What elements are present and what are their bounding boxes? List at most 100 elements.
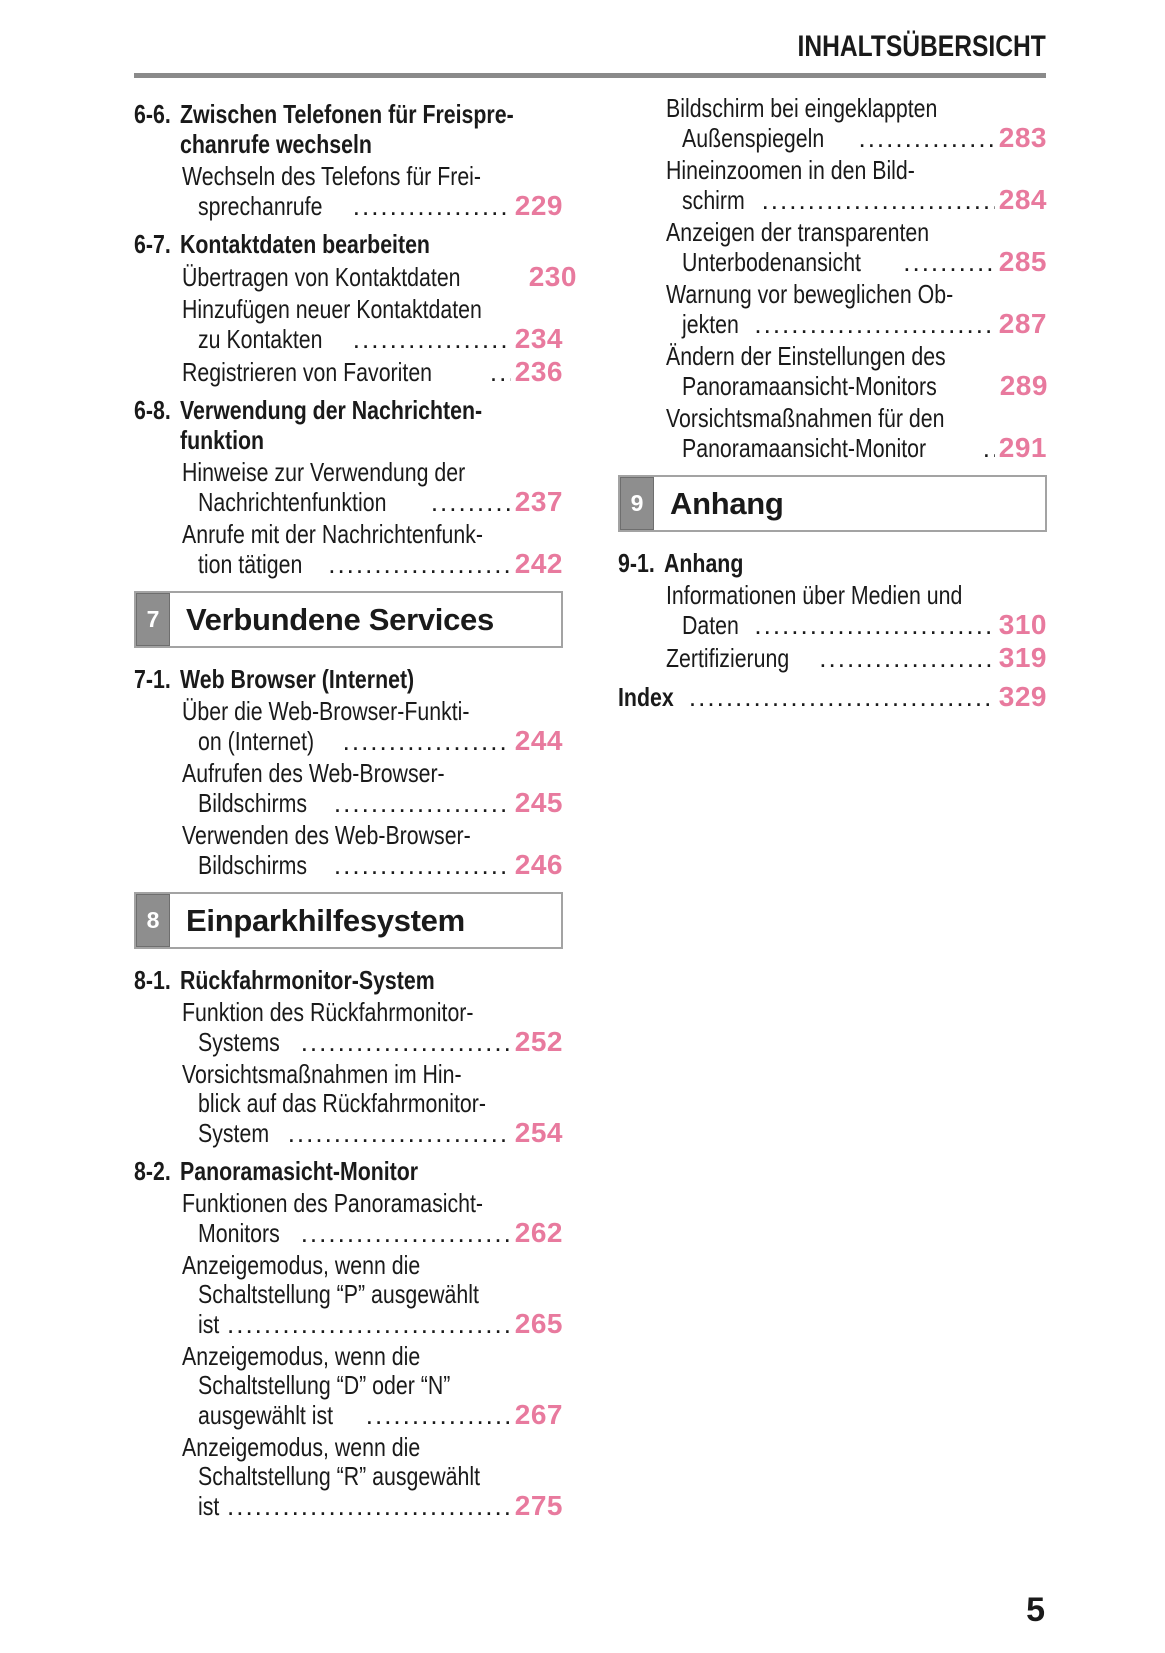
section-heading: 6-6. Zwischen Telefonen für Freispre-chan…: [134, 99, 563, 159]
entry-page-number: 237: [514, 486, 563, 517]
section-number: 6-8.: [134, 395, 171, 425]
entry-page-number: 234: [514, 323, 563, 354]
entry-last-line: sprechanrufe 229: [198, 191, 563, 221]
toc-entry: Anrufe mit der Nachrichtenfunk-tion täti…: [134, 520, 563, 579]
dot-leader: [490, 358, 511, 387]
entry-line: Hinweise zur Verwendung der: [182, 457, 466, 487]
entry-page-number: 319: [998, 642, 1047, 673]
dot-leader: [301, 1028, 511, 1057]
entry-text: zu Kontakten: [198, 324, 323, 354]
entry-last-line: ist 275: [198, 1491, 563, 1521]
entry-page-number: 244: [514, 725, 563, 756]
section-number: 6-6.: [134, 99, 171, 129]
toc-entry: Verwenden des Web-Browser-Bildschirms 246: [134, 821, 563, 880]
entry-page-number: 287: [998, 308, 1047, 339]
entry-last-line: Außenspiegeln 283: [682, 123, 1047, 153]
dot-leader: [353, 325, 511, 354]
section-first-line: 8-2. Panoramasicht-Monitor: [134, 1156, 563, 1186]
entry-last-line: Bildschirms 245: [198, 788, 563, 818]
dot-leader: [343, 727, 511, 756]
entry-text: System: [198, 1118, 270, 1148]
entry-last-line: Unterbodenansicht 285: [682, 247, 1047, 277]
section-title: Zwischen Telefonen für Freispre-: [180, 99, 514, 129]
section-first-line: 6-8. Verwendung der Nachrichten-: [134, 395, 563, 425]
toc-entry: Ändern der Einstellungen des Panoramaansi…: [618, 342, 1047, 401]
toc-entry: Anzeigen der transparenten Unterbodenansi…: [618, 218, 1047, 277]
entry-text: Nachrichtenfunktion: [198, 487, 387, 517]
chapter-heading: 8 Einparkhilfesystem: [134, 892, 563, 949]
entry-last-line: Panoramaansicht-Monitor 291: [682, 433, 1047, 463]
entry-text: Registrieren von Favoriten: [182, 357, 433, 387]
chapter-number: 8: [136, 894, 170, 947]
entry-page-number: 254: [514, 1117, 563, 1148]
dot-leader: [288, 1119, 511, 1148]
entry-last-line: Systems 252: [198, 1027, 563, 1057]
entry-text: Panoramaansicht-Monitor: [682, 433, 927, 463]
dot-leader: [903, 248, 995, 277]
entry-text: jekten: [682, 309, 739, 339]
entry-last-line: ist 265: [198, 1309, 563, 1339]
entry-line: Vorsichtsmaßnahmen für den: [666, 403, 945, 433]
dot-leader: [334, 789, 511, 818]
toc-entry: Anzeigemodus, wenn die Schaltstellung “D”…: [134, 1342, 563, 1430]
entry-text: Monitors: [198, 1218, 280, 1248]
chapter-number: 9: [620, 477, 654, 530]
entry-line: Funktion des Rückfahrmonitor-: [182, 997, 474, 1027]
toc-entry: Funktionen des Panoramasicht-Monitors 262: [134, 1189, 563, 1248]
entry-line: Ändern der Einstellungen des: [666, 341, 946, 371]
page-content: INHALTSÜBERSICHT 6-6. Zwischen Telefonen …: [0, 0, 1165, 1524]
toc-entry: Vorsichtsmaßnahmen im Hin-blick auf das …: [134, 1060, 563, 1148]
dot-leader: [353, 192, 511, 221]
section-number: 8-1.: [134, 965, 171, 995]
entry-last-line: Übertragen von Kontaktdaten 230: [182, 262, 576, 292]
toc-entry: Aufrufen des Web-Browser-Bildschirms 245: [134, 759, 563, 818]
section-heading: 8-2. Panoramasicht-Monitor: [134, 1156, 563, 1186]
dot-leader: [366, 1401, 511, 1430]
entry-line: Über die Web-Browser-Funkti-: [182, 696, 470, 726]
entry-line: Schaltstellung “P” ausgewählt: [198, 1279, 479, 1309]
chapter-heading: 7 Verbundene Services: [134, 591, 563, 648]
entry-text: Bildschirms: [198, 850, 307, 880]
section-title: Kontaktdaten bearbeiten: [180, 229, 430, 259]
index-page-number: 329: [998, 681, 1047, 712]
entry-line: Schaltstellung “R” ausgewählt: [198, 1461, 481, 1491]
entry-line: Informationen über Medien und: [666, 580, 963, 610]
entry-line: Hinzufügen neuer Kontaktdaten: [182, 294, 482, 324]
section-title-cont: funktion: [180, 425, 265, 455]
entry-line: blick auf das Rückfahrmonitor-: [198, 1088, 486, 1118]
entry-text: tion tätigen: [198, 549, 303, 579]
entry-page-number: 289: [999, 370, 1048, 401]
section-first-line: 7-1. Web Browser (Internet): [134, 664, 563, 694]
toc-entry: Anzeigemodus, wenn die Schaltstellung “R”…: [134, 1433, 563, 1521]
chapter-title: Anhang: [670, 485, 784, 521]
toc-entry: Übertragen von Kontaktdaten 230: [134, 262, 576, 292]
dot-leader: [227, 1310, 511, 1339]
index-row: Index 329: [618, 681, 1047, 713]
dot-leader: [227, 1492, 511, 1521]
dot-leader: [328, 550, 511, 579]
entry-last-line: ausgewählt ist 267: [198, 1400, 563, 1430]
entry-last-line: Nachrichtenfunktion 237: [198, 487, 563, 517]
entry-page-number: 245: [514, 787, 563, 818]
entry-page-number: 283: [998, 122, 1047, 153]
entry-text: sprechanrufe: [198, 191, 323, 221]
entry-line: Anzeigemodus, wenn die: [182, 1250, 421, 1280]
page-header-title: INHALTSÜBERSICHT: [797, 30, 1046, 63]
entry-last-line: System 254: [198, 1118, 563, 1148]
section-heading: 7-1. Web Browser (Internet): [134, 664, 563, 694]
chapter-title: Einparkhilfesystem: [186, 902, 465, 938]
entry-page-number: 236: [514, 356, 563, 387]
chapter-number: 7: [136, 593, 170, 646]
entry-last-line: Panoramaansicht-Monitors 289: [682, 371, 1047, 401]
entry-line: Schaltstellung “D” oder “N”: [198, 1370, 451, 1400]
header-rule: [134, 73, 1046, 78]
entry-page-number: 291: [998, 432, 1047, 463]
entry-page-number: 242: [514, 548, 563, 579]
entry-last-line: on (Internet) 244: [198, 726, 563, 756]
entry-line: Anzeigen der transparenten: [666, 217, 930, 247]
section-heading: 6-7. Kontaktdaten bearbeiten: [134, 229, 563, 259]
entry-line: Vorsichtsmaßnahmen im Hin-: [182, 1059, 462, 1089]
dot-leader: [689, 682, 995, 712]
entry-text: Zertifizierung: [666, 643, 790, 673]
toc-entry: Hinzufügen neuer Kontaktdaten zu Kontakte…: [134, 295, 563, 354]
